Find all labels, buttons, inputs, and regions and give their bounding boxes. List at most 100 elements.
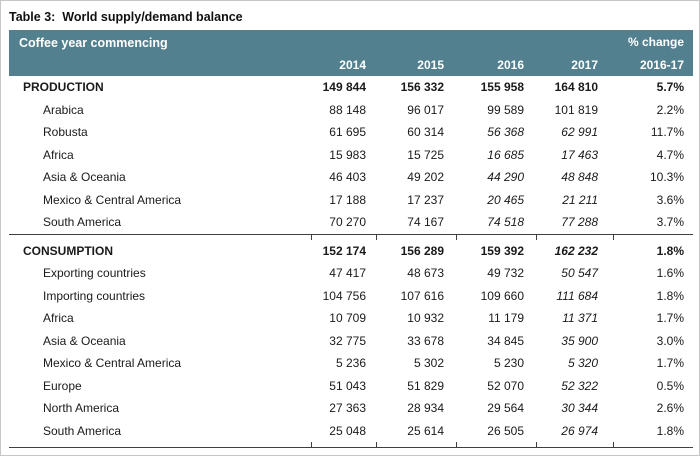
- row-label: Mexico & Central America: [43, 356, 182, 371]
- table-row-south-america: South America 25 048 25 614 26 505 26 974 1.8…: [9, 420, 693, 443]
- cell-value: 1.6%: [656, 266, 684, 281]
- divider-cell: [455, 233, 536, 240]
- table-row-importing-countries: Importing countries 104 756 107 616 109 660…: [9, 285, 693, 308]
- cell-value: 2.2%: [656, 102, 684, 117]
- cell-value: 48 848: [561, 170, 598, 185]
- table-row-south-america: South America 70 270 74 167 74 518 77 288 3.7…: [9, 211, 693, 234]
- cell-value: 74 167: [407, 215, 444, 230]
- divider-cell: [310, 442, 376, 448]
- cell-value: 46 403: [329, 170, 366, 185]
- table-row-production: PRODUCTION 149 844 156 332 155 958 164 810 5.…: [9, 76, 693, 99]
- table-row-asia-oceania: Asia & Oceania 32 775 33 678 34 845 35 900 3.…: [9, 330, 693, 353]
- cell-value: 109 660: [480, 288, 524, 303]
- cell-value: 49 202: [407, 170, 444, 185]
- cell-value: -3 434: [456, 447, 536, 455]
- row-label: Mexico & Central America: [43, 192, 182, 207]
- table-row-north-america: North America 27 363 28 934 29 564 30 344 2.6…: [9, 397, 693, 420]
- cell-value: 5 320: [567, 356, 598, 371]
- cell-value: 1.8%: [656, 288, 684, 303]
- row-label: South America: [43, 423, 122, 438]
- divider-cell: [612, 233, 693, 240]
- table-row-robusta: Robusta 61 695 60 314 56 368 62 991 11.7%: [9, 121, 693, 144]
- column-header-2014: 2014: [311, 52, 376, 76]
- cell-value: 61 695: [329, 125, 366, 140]
- divider-cell: [375, 233, 456, 240]
- cell-value: 47 417: [329, 266, 366, 281]
- cell-value: 5 302: [413, 356, 444, 371]
- cell-value: 17 188: [329, 192, 366, 207]
- cell-value: 3.7%: [656, 215, 684, 230]
- cell-value: 20 465: [487, 192, 524, 207]
- cell-value: 156 332: [400, 80, 444, 95]
- table-header: Coffee year commencing % change 2014 201…: [9, 30, 693, 76]
- table-row-exporting-countries: Exporting countries 47 417 48 673 49 732 50 …: [9, 262, 693, 285]
- cell-value: 101 819: [554, 102, 598, 117]
- cell-value: 152 174: [322, 243, 366, 258]
- cell-value: 16 685: [487, 147, 524, 162]
- cell-value: 1.8%: [656, 423, 684, 438]
- cell-value: 29 564: [487, 401, 524, 416]
- cell-value: 2 578: [536, 447, 613, 455]
- cell-value: -2 330: [311, 447, 376, 455]
- cell-value: 156 289: [400, 243, 444, 258]
- divider-cell: [535, 233, 613, 240]
- row-label: South America: [43, 215, 122, 230]
- section-divider-line: [9, 442, 693, 448]
- cell-value: 34 845: [487, 333, 524, 348]
- cell-value: 104 756: [322, 288, 366, 303]
- row-label: BALANCE: [9, 447, 311, 455]
- cell-value: 51 829: [407, 378, 444, 393]
- cell-value: 10.3%: [649, 170, 684, 185]
- cell-value: 15 983: [329, 147, 366, 162]
- cell-value: 62 991: [561, 125, 598, 140]
- cell-value: 5 230: [493, 356, 524, 371]
- cell-value: 52 322: [561, 378, 598, 393]
- cell-value: 5 236: [335, 356, 366, 371]
- row-label: CONSUMPTION: [23, 243, 113, 258]
- cell-value: 159 392: [480, 243, 524, 258]
- table-row-mexico-central-america: Mexico & Central America 5 236 5 302 5 230 5…: [9, 352, 693, 375]
- row-label: Africa: [43, 147, 74, 162]
- section-divider-line: [9, 233, 693, 240]
- column-header-2017: 2017: [536, 52, 613, 76]
- cell-value: 30 344: [561, 401, 598, 416]
- cell-value: 60 314: [407, 125, 444, 140]
- divider-cell: [612, 442, 693, 448]
- table-row-africa: Africa 10 709 10 932 11 179 11 371 1.7%: [9, 307, 693, 330]
- header-pct-change: % change: [613, 30, 693, 52]
- cell-value: 3.6%: [656, 192, 684, 207]
- row-label: Asia & Oceania: [43, 170, 126, 185]
- row-label: North America: [43, 401, 120, 416]
- cell-value: 10 709: [329, 311, 366, 326]
- cell-value: 21 211: [562, 192, 598, 207]
- header-corner-label: Coffee year commencing: [9, 30, 613, 52]
- cell-value: 77 288: [561, 215, 598, 230]
- cell-value: 28 934: [407, 401, 444, 416]
- row-label: Africa: [43, 311, 74, 326]
- cell-value: 10 932: [407, 311, 444, 326]
- row-label: Robusta: [43, 125, 88, 140]
- cell-value: 4.7%: [656, 147, 684, 162]
- cell-value: 1.8%: [656, 243, 684, 258]
- row-label: Arabica: [43, 102, 84, 117]
- cell-value: 51 043: [329, 378, 366, 393]
- cell-value: 99 589: [487, 102, 524, 117]
- cell-value: 3.0%: [656, 333, 684, 348]
- divider-cell: [310, 233, 376, 240]
- cell-value: 49 732: [487, 266, 524, 281]
- cell-value: [613, 447, 693, 455]
- row-label: Asia & Oceania: [43, 333, 126, 348]
- table-row-arabica: Arabica 88 148 96 017 99 589 101 819 2.2%: [9, 99, 693, 122]
- cell-value: 155 958: [480, 80, 524, 95]
- cell-value: 15 725: [407, 147, 444, 162]
- divider-cell: [455, 442, 536, 448]
- column-header-2016-17: 2016-17: [613, 52, 693, 76]
- divider-cell: [375, 442, 456, 448]
- cell-value: 50 547: [561, 266, 598, 281]
- cell-value: 74 518: [487, 215, 524, 230]
- cell-value: 88 148: [329, 102, 366, 117]
- table-row-asia-oceania: Asia & Oceania 46 403 49 202 44 290 48 848 10…: [9, 166, 693, 189]
- cell-value: 27 363: [329, 401, 366, 416]
- cell-value: 56 368: [487, 125, 524, 140]
